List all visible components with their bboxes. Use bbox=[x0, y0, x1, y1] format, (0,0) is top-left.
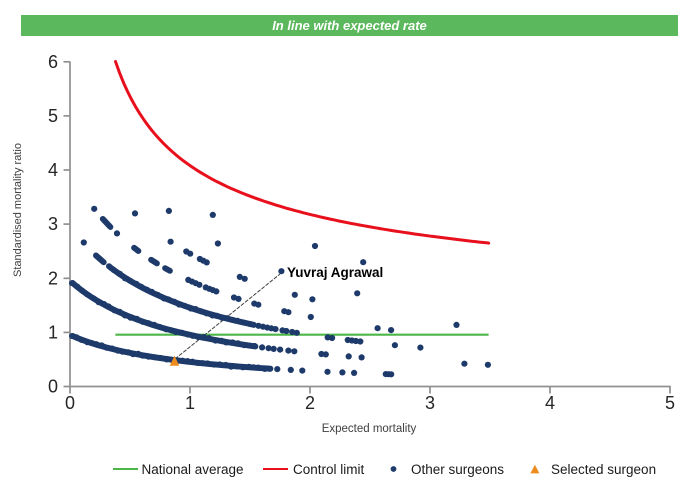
svg-text:Yuvraj Agrawal: Yuvraj Agrawal bbox=[287, 265, 383, 280]
svg-text:2: 2 bbox=[305, 393, 315, 413]
svg-text:Standardised mortality ratio: Standardised mortality ratio bbox=[12, 143, 24, 277]
svg-text:Selected surgeon: Selected surgeon bbox=[551, 462, 656, 477]
svg-text:4: 4 bbox=[48, 160, 58, 180]
svg-text:Other surgeons: Other surgeons bbox=[411, 462, 504, 477]
svg-text:1: 1 bbox=[185, 393, 195, 413]
svg-text:1: 1 bbox=[48, 322, 58, 342]
svg-text:5: 5 bbox=[665, 393, 675, 413]
svg-text:4: 4 bbox=[545, 393, 555, 413]
svg-text:0: 0 bbox=[48, 377, 58, 397]
svg-text:0: 0 bbox=[65, 393, 75, 413]
svg-text:2: 2 bbox=[48, 268, 58, 288]
svg-text:3: 3 bbox=[425, 393, 435, 413]
svg-text:3: 3 bbox=[48, 214, 58, 234]
svg-text:Control limit: Control limit bbox=[293, 462, 365, 477]
svg-text:5: 5 bbox=[48, 106, 58, 126]
svg-text:6: 6 bbox=[48, 52, 58, 72]
svg-text:Expected mortality: Expected mortality bbox=[322, 423, 417, 435]
svg-text:National average: National average bbox=[142, 462, 244, 477]
